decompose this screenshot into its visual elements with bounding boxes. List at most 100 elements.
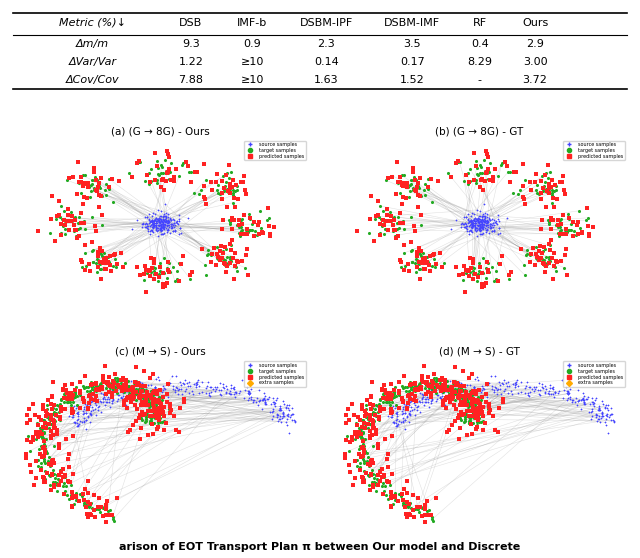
Point [410, 385, 420, 394]
Point [46, 431, 56, 440]
Point [381, 397, 391, 406]
Point [117, 381, 127, 389]
Point [468, 412, 479, 421]
Point [395, 209, 405, 218]
Point [452, 393, 463, 402]
Point [367, 459, 378, 468]
Point [148, 389, 159, 398]
Point [477, 175, 487, 184]
Point [483, 258, 493, 267]
Point [283, 411, 293, 420]
Point [365, 460, 375, 469]
Point [373, 470, 383, 479]
Point [366, 456, 376, 465]
Point [472, 205, 483, 214]
Point [475, 221, 485, 230]
Point [221, 259, 231, 268]
Point [125, 391, 136, 400]
Point [159, 176, 169, 185]
Point [161, 176, 171, 185]
Point [243, 226, 253, 235]
Point [472, 214, 483, 223]
Point [56, 405, 67, 414]
Point [81, 416, 91, 425]
Point [468, 270, 479, 278]
Point [96, 249, 106, 258]
Point [148, 275, 158, 283]
Point [152, 396, 163, 405]
Point [600, 418, 610, 427]
Point [603, 401, 613, 410]
Point [360, 406, 371, 415]
Point [394, 179, 404, 188]
Point [200, 195, 210, 204]
Point [25, 461, 35, 470]
Point [451, 159, 461, 168]
Point [535, 386, 545, 395]
Point [452, 388, 463, 397]
Point [147, 224, 157, 233]
Point [367, 431, 377, 440]
Point [58, 385, 68, 394]
Point [142, 387, 152, 396]
Point [70, 388, 80, 397]
Point [412, 251, 422, 260]
Point [56, 229, 66, 238]
Point [73, 224, 83, 233]
Point [38, 429, 49, 437]
Point [99, 378, 109, 387]
Point [445, 392, 456, 401]
Point [151, 219, 161, 228]
Point [423, 174, 433, 183]
Point [385, 400, 395, 409]
Point [163, 273, 173, 282]
Point [128, 389, 138, 398]
Point [386, 412, 396, 421]
Point [101, 505, 111, 514]
Point [64, 173, 74, 182]
Point [40, 448, 50, 457]
Point [221, 178, 231, 187]
Point [90, 398, 100, 407]
Point [468, 218, 478, 227]
Point [75, 490, 85, 499]
Point [461, 227, 472, 235]
Point [124, 384, 134, 393]
Point [92, 187, 102, 196]
Point [67, 405, 77, 414]
Point [412, 403, 422, 412]
Point [476, 267, 486, 276]
Point [173, 258, 184, 267]
Point [463, 400, 473, 409]
Point [403, 260, 413, 269]
Point [387, 407, 397, 416]
Point [151, 398, 161, 407]
Point [164, 174, 175, 183]
Point [149, 410, 159, 418]
Point [128, 395, 138, 404]
Point [206, 388, 216, 397]
Point [436, 380, 446, 389]
Point [477, 224, 488, 233]
Point [465, 386, 475, 395]
Point [365, 405, 375, 413]
Point [350, 430, 360, 439]
Point [398, 416, 408, 425]
Point [541, 186, 551, 195]
Point [173, 277, 184, 286]
Point [390, 231, 401, 240]
Point [375, 395, 385, 403]
Point [483, 257, 493, 266]
Point [168, 220, 179, 229]
Point [102, 253, 113, 262]
Point [465, 268, 475, 277]
Point [152, 215, 163, 224]
Point [536, 188, 546, 197]
Point [428, 251, 438, 259]
Point [214, 389, 225, 398]
Point [564, 214, 575, 223]
Point [563, 389, 573, 398]
Text: 1.22: 1.22 [179, 57, 204, 67]
Point [83, 397, 93, 406]
Point [479, 218, 489, 227]
